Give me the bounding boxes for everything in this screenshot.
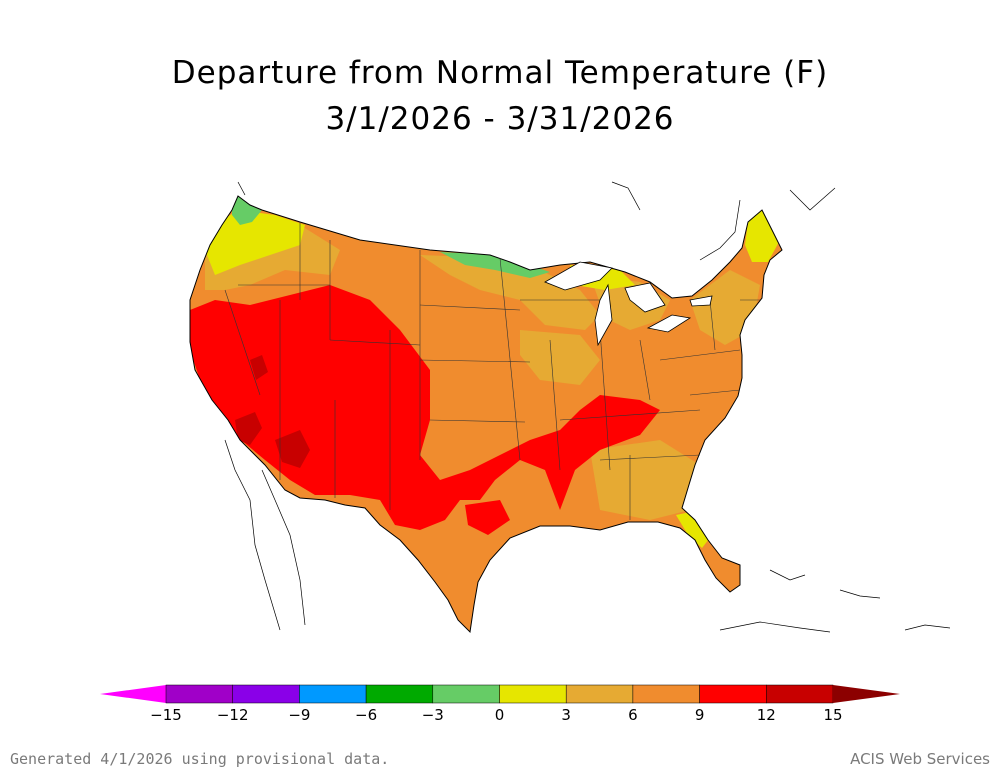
colorbar-tick-label: 15 xyxy=(823,706,843,724)
anomaly-zone-9-12-west xyxy=(190,285,660,530)
colorbar-tick-label: 12 xyxy=(756,706,776,724)
colorbar-bin xyxy=(365,684,434,704)
anomaly-zone-3-6-midwest xyxy=(520,330,600,385)
map-title: Departure from Normal Temperature (F) xyxy=(171,55,829,91)
colorbar-tick-label: 9 xyxy=(694,706,705,724)
anomaly-zone-neg3-0-northern-plains xyxy=(440,252,550,278)
colorbar-bin xyxy=(432,684,500,704)
anomaly-zone-3-6-southeast xyxy=(590,440,700,520)
colorbar-tick-label: 6 xyxy=(628,706,638,724)
neighbor-coastlines xyxy=(224,181,951,633)
colorbar-tick-label: −3 xyxy=(421,706,444,724)
colorbar-bin xyxy=(299,684,367,704)
colorbar-high-arrow xyxy=(833,685,900,703)
colorbar-bin xyxy=(165,684,233,704)
color-bar xyxy=(100,684,900,704)
anomaly-zone-12-15-california xyxy=(235,412,262,445)
anomaly-zone-0-3-pacific-nw xyxy=(205,210,305,275)
anomaly-zone-0-3-new-england xyxy=(745,210,780,262)
anomaly-zone-9-12-texas xyxy=(465,500,510,535)
state-boundaries xyxy=(224,222,760,520)
colorbar-tick-label: −12 xyxy=(216,706,249,724)
great-lakes xyxy=(544,261,713,347)
footer-credit: ACIS Web Services xyxy=(850,750,990,768)
anomaly-zone-neg3-0-washington xyxy=(232,196,262,225)
colorbar-tick-label: −9 xyxy=(288,706,311,724)
colorbar-low-arrow xyxy=(100,685,166,703)
colorbar-tick-label: −15 xyxy=(150,706,182,724)
colorbar-tick-label: −6 xyxy=(355,706,378,724)
anomaly-zone-12-15-arizona xyxy=(275,430,310,468)
colorbar-bin xyxy=(499,684,567,704)
colorbar-bin xyxy=(632,684,700,704)
colorbar-bin xyxy=(232,684,300,704)
colorbar-bin xyxy=(766,684,834,704)
map-date-range: 3/1/2026 - 3/31/2026 xyxy=(325,101,675,137)
colorbar-bin xyxy=(699,684,767,704)
anomaly-fill-layer xyxy=(190,196,782,632)
colorbar-tick-label: 3 xyxy=(561,706,571,724)
footer-generated-note: Generated 4/1/2026 using provisional dat… xyxy=(10,750,390,768)
colorbar-tick-label: 0 xyxy=(494,706,505,724)
colorbar-bin xyxy=(565,684,634,704)
anomaly-zone-12-15-nevada xyxy=(250,355,268,380)
anomaly-zone-3-6-northcentral xyxy=(420,255,600,330)
